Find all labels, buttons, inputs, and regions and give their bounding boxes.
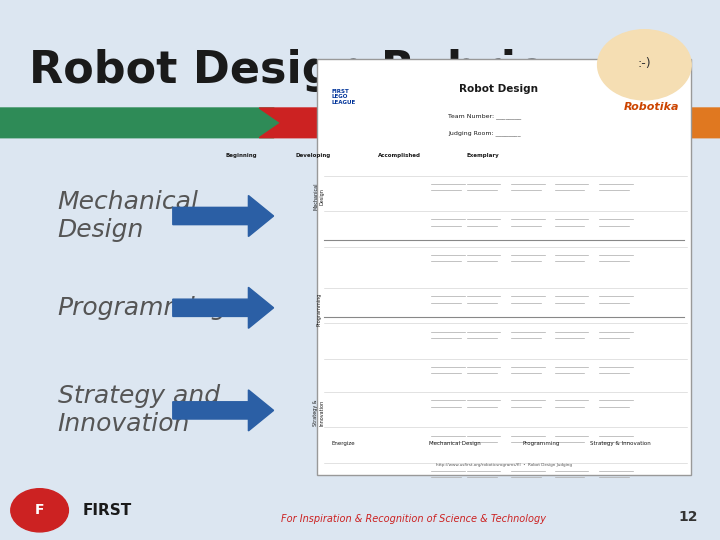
Text: Mechanical Design: Mechanical Design	[429, 441, 481, 446]
Text: Team Number: ________: Team Number: ________	[448, 113, 521, 119]
Text: Developing: Developing	[296, 153, 330, 158]
Text: Robot Design: Robot Design	[459, 84, 538, 94]
Text: Programming: Programming	[58, 296, 228, 320]
Text: F: F	[35, 503, 45, 517]
Text: Accomplished: Accomplished	[378, 153, 421, 158]
Text: 12: 12	[679, 510, 698, 524]
Text: Mechanical
Design: Mechanical Design	[58, 190, 199, 242]
Text: http://www.usfirst.org/roboticsrograms/fll  •  Robot Design Judging: http://www.usfirst.org/roboticsrograms/f…	[436, 463, 572, 467]
Text: Robotika: Robotika	[624, 102, 680, 112]
Text: Strategy & Innovation: Strategy & Innovation	[590, 441, 651, 446]
Text: :-): :-)	[638, 57, 651, 70]
Text: FIRST: FIRST	[83, 503, 132, 518]
FancyArrow shape	[173, 287, 274, 328]
Text: Beginning: Beginning	[225, 153, 257, 158]
Text: Programming: Programming	[523, 441, 560, 446]
Text: Robot Design Rubric: Robot Design Rubric	[29, 49, 542, 92]
Text: Energize: Energize	[332, 441, 356, 446]
Circle shape	[11, 489, 68, 532]
Text: FIRST
LEGO
LEAGUE: FIRST LEGO LEAGUE	[332, 89, 356, 105]
Circle shape	[598, 30, 691, 100]
Polygon shape	[475, 108, 720, 138]
Text: For Inspiration & Recognition of Science & Technology: For Inspiration & Recognition of Science…	[281, 514, 546, 524]
Text: Exemplary: Exemplary	[466, 153, 499, 158]
Text: Strategy and
Innovation: Strategy and Innovation	[58, 384, 220, 436]
FancyBboxPatch shape	[317, 59, 691, 475]
Polygon shape	[0, 108, 295, 138]
Text: Programming: Programming	[316, 292, 321, 326]
Text: Judging Room: ________: Judging Room: ________	[448, 130, 521, 136]
FancyArrow shape	[173, 195, 274, 237]
Polygon shape	[259, 108, 511, 138]
Text: Strategy &
Innovation: Strategy & Innovation	[313, 400, 324, 426]
Text: Mechanical
Design: Mechanical Design	[313, 183, 324, 211]
FancyArrow shape	[173, 390, 274, 431]
